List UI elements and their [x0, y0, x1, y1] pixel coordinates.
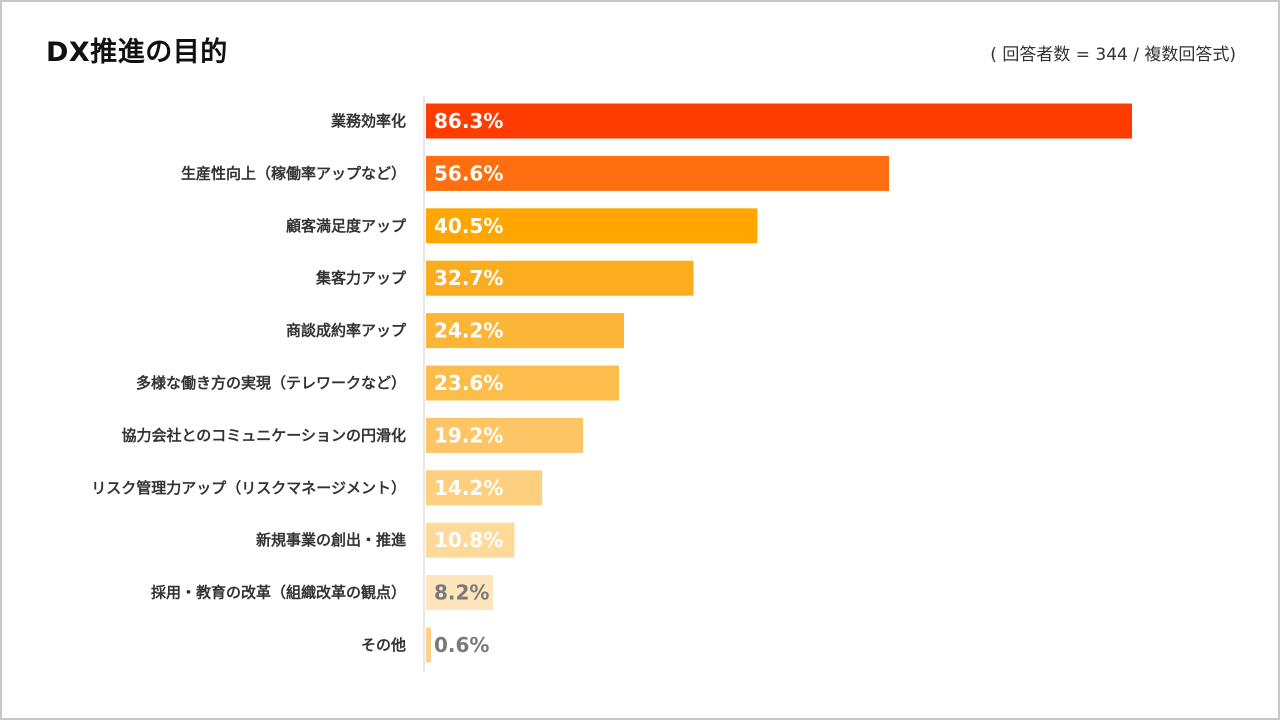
- bar: [426, 575, 494, 611]
- value-label: 56.6%: [434, 161, 503, 185]
- category-label: その他: [361, 636, 406, 654]
- bar: [426, 155, 890, 191]
- category-label: 多様な働き方の実現（テレワークなど）: [136, 374, 406, 392]
- category-label: 協力会社とのコミュニケーションの円滑化: [121, 426, 406, 444]
- value-label: 40.5%: [434, 214, 503, 238]
- value-label: 8.2%: [434, 581, 489, 605]
- category-label: 採用・教育の改革（組織改革の観点）: [151, 584, 406, 602]
- value-label: 86.3%: [434, 109, 503, 133]
- chart-title: DX推進の目的: [46, 37, 228, 68]
- bar: [426, 522, 515, 558]
- category-label: 業務効率化: [330, 112, 406, 130]
- value-label: 19.2%: [434, 423, 503, 447]
- category-label: 新規事業の創出・推進: [256, 531, 407, 549]
- value-label: 24.2%: [434, 319, 503, 343]
- bar: [426, 417, 584, 453]
- bar: [426, 313, 624, 349]
- bar: [426, 627, 431, 663]
- value-label: 32.7%: [434, 266, 503, 290]
- category-label: 商談成約率アップ: [286, 322, 407, 340]
- value-label: 10.8%: [434, 528, 503, 552]
- category-label: 顧客満足度アップ: [286, 217, 407, 235]
- value-label: 14.2%: [434, 476, 503, 500]
- respondents-note: ( 回答者数 = 344 / 複数回答式): [990, 45, 1236, 65]
- value-label: 0.6%: [434, 633, 489, 657]
- category-label: 生産性向上（稼働率アップなど）: [181, 164, 406, 182]
- bar: [426, 365, 620, 401]
- bar: [426, 103, 1132, 139]
- category-label: リスク管理力アップ（リスクマネージメント）: [91, 479, 406, 497]
- bar: [426, 470, 543, 506]
- category-label: 集客力アップ: [315, 269, 407, 287]
- value-label: 23.6%: [434, 371, 503, 395]
- bar: [426, 208, 758, 244]
- bar: [426, 260, 694, 296]
